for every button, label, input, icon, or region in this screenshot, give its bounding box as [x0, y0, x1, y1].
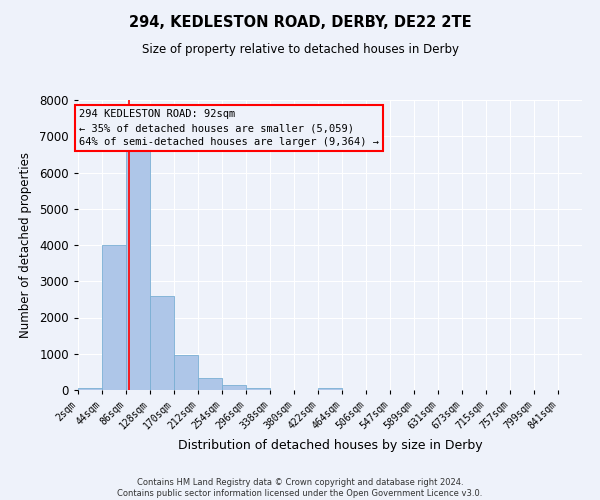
Bar	[246, 388, 269, 390]
Bar	[150, 296, 173, 390]
Text: 294 KEDLESTON ROAD: 92sqm
← 35% of detached houses are smaller (5,059)
64% of se: 294 KEDLESTON ROAD: 92sqm ← 35% of detac…	[79, 109, 379, 147]
Y-axis label: Number of detached properties: Number of detached properties	[19, 152, 32, 338]
X-axis label: Distribution of detached houses by size in Derby: Distribution of detached houses by size …	[178, 440, 482, 452]
Bar	[102, 245, 125, 390]
Text: Size of property relative to detached houses in Derby: Size of property relative to detached ho…	[142, 42, 458, 56]
Bar	[198, 378, 221, 390]
Text: 294, KEDLESTON ROAD, DERBY, DE22 2TE: 294, KEDLESTON ROAD, DERBY, DE22 2TE	[128, 15, 472, 30]
Text: Contains HM Land Registry data © Crown copyright and database right 2024.
Contai: Contains HM Land Registry data © Crown c…	[118, 478, 482, 498]
Bar	[126, 151, 149, 390]
Bar	[78, 388, 101, 390]
Bar	[222, 386, 245, 390]
Bar	[174, 354, 197, 390]
Bar	[318, 388, 341, 390]
